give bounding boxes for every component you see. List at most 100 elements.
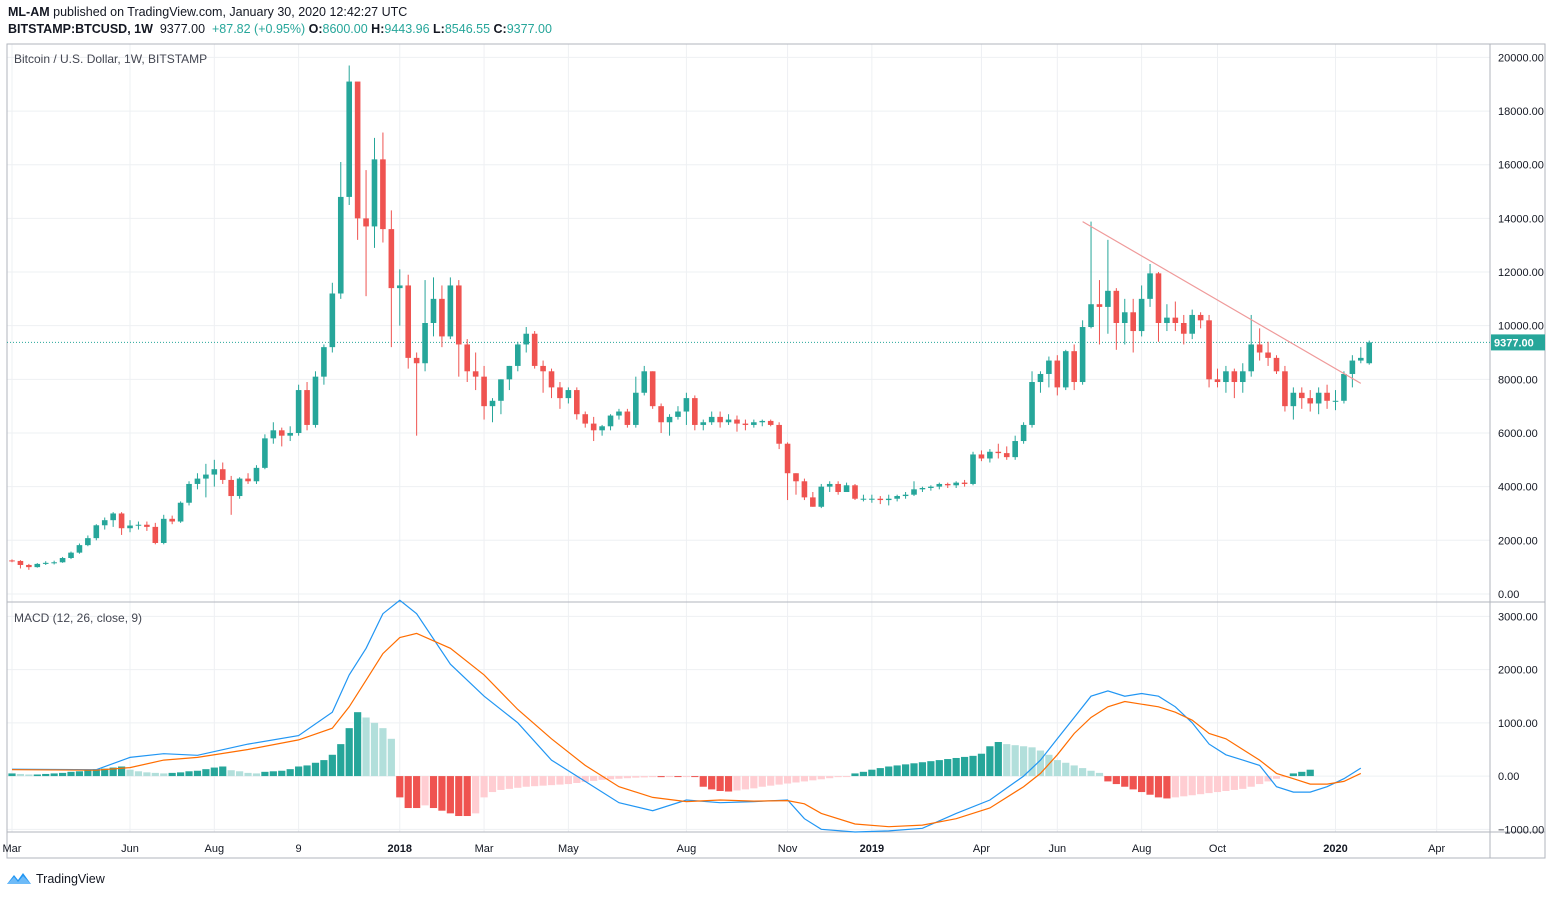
candle <box>1164 304 1170 332</box>
candle-body <box>506 365 513 380</box>
candle <box>818 483 825 509</box>
histogram-bar <box>177 772 185 777</box>
candle <box>481 365 487 420</box>
histogram-bar <box>1247 776 1255 787</box>
candle-body <box>869 498 875 500</box>
candle <box>944 482 951 488</box>
price-tick-label: 14000.00 <box>1498 213 1544 225</box>
candle <box>1147 263 1153 307</box>
candle <box>295 384 302 436</box>
candle <box>253 465 260 484</box>
candle-body <box>1138 298 1145 332</box>
candle-body <box>413 357 420 364</box>
tradingview-footer[interactable]: TradingView <box>6 871 105 887</box>
candle-body <box>793 473 799 482</box>
histogram-bar <box>851 773 859 777</box>
candle-body <box>127 525 133 529</box>
histogram-bar <box>1306 769 1314 777</box>
candle <box>405 274 412 369</box>
candle <box>1003 446 1010 460</box>
price-tick-label: 20000.00 <box>1498 52 1544 64</box>
candle <box>1349 355 1356 388</box>
macd-tick-label: 1000.00 <box>1498 718 1538 730</box>
candle <box>708 411 715 425</box>
histogram-bar <box>649 776 657 778</box>
candle-body <box>810 497 816 507</box>
histogram-bar <box>286 769 294 777</box>
candle <box>312 371 319 428</box>
time-tick-label: 2018 <box>388 843 412 855</box>
histogram-bar <box>505 776 513 789</box>
candle-body <box>1046 360 1052 374</box>
candle-body <box>742 423 749 425</box>
candle-body <box>1088 304 1094 328</box>
histogram-bar <box>117 766 126 777</box>
candle <box>515 341 521 372</box>
histogram-bar <box>842 776 851 778</box>
candle <box>1088 221 1094 329</box>
candle-body <box>717 416 723 423</box>
candle <box>498 379 504 415</box>
histogram-bar <box>109 767 117 777</box>
histogram-bar <box>758 776 766 787</box>
histogram-bar <box>413 776 421 809</box>
candle <box>641 365 648 396</box>
candle-body <box>658 406 664 423</box>
candle <box>354 81 361 240</box>
candle-body <box>363 218 369 227</box>
published-text: published on TradingView.com, January 30… <box>49 5 408 19</box>
histogram-bar <box>623 776 631 779</box>
candle-body <box>1282 371 1288 407</box>
candle <box>1366 340 1373 365</box>
time-tick-label: 2019 <box>860 843 884 855</box>
candle <box>1197 312 1204 329</box>
candle <box>590 416 597 442</box>
time-tick-label: Apr <box>973 843 990 855</box>
candle <box>759 419 766 427</box>
histogram-bar <box>202 769 210 777</box>
histogram-bar <box>733 776 741 791</box>
candle <box>1223 365 1229 393</box>
candle-body <box>1366 342 1373 364</box>
candle-body <box>287 432 293 436</box>
histogram-bar <box>1112 776 1120 785</box>
histogram-bar <box>497 776 505 790</box>
candle <box>127 520 133 533</box>
histogram-bar <box>1222 776 1230 791</box>
histogram-bar <box>724 776 733 792</box>
candle-body <box>1079 327 1086 383</box>
histogram-bar <box>185 771 193 777</box>
candle <box>26 563 32 570</box>
candle-body <box>76 545 83 553</box>
candle-body <box>852 485 858 499</box>
publisher-name: ML-AM <box>8 5 50 19</box>
candle <box>1324 384 1330 409</box>
last-price-label: 9377.00 <box>1494 337 1534 349</box>
histogram-bar <box>910 763 918 777</box>
candle <box>1290 387 1297 420</box>
candle-body <box>1358 357 1364 361</box>
histogram-bar <box>1079 768 1087 777</box>
time-tick-label: May <box>558 843 579 855</box>
candle-body <box>1164 317 1170 323</box>
histogram-bar <box>1205 776 1213 794</box>
candle-body <box>228 479 234 497</box>
candle-body <box>160 518 167 543</box>
histogram-bar <box>75 771 84 777</box>
histogram-bar <box>809 776 817 781</box>
candle <box>9 559 15 563</box>
candle-body <box>860 498 867 500</box>
candle-body <box>135 524 142 526</box>
candle-body <box>928 486 934 488</box>
histogram-bar <box>1036 750 1045 777</box>
candle <box>548 368 555 399</box>
histogram-bar <box>480 776 488 798</box>
histogram-bar <box>590 776 598 781</box>
candle <box>767 419 774 427</box>
candle-body <box>574 390 580 415</box>
candle-body <box>1197 314 1204 321</box>
candle-body <box>329 293 336 348</box>
candle-body <box>1349 360 1356 374</box>
histogram-bar <box>1256 776 1264 785</box>
